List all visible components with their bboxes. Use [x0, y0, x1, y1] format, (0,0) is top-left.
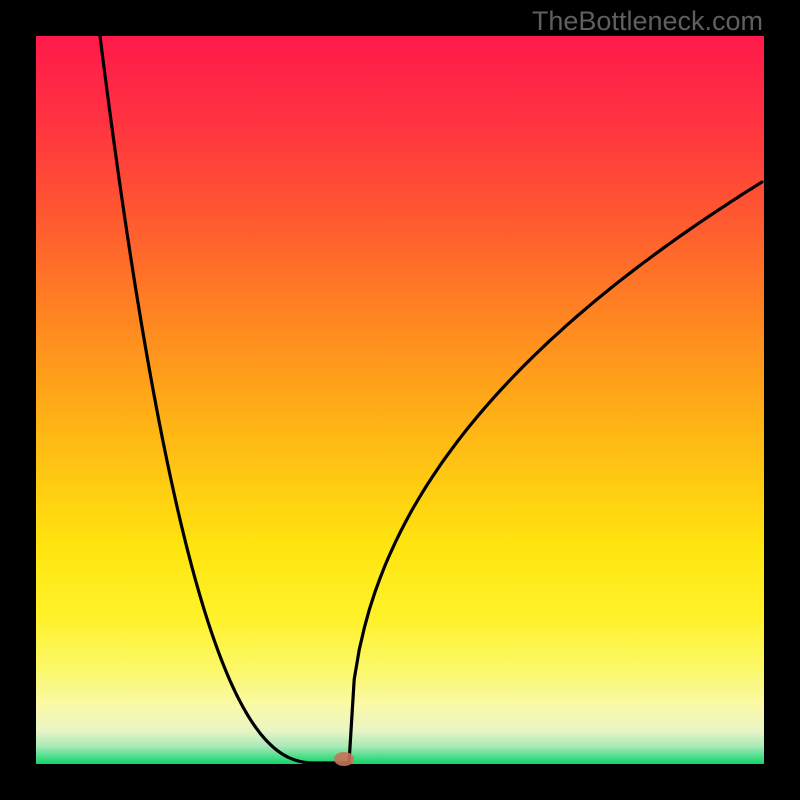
chart-frame: TheBottleneck.com [0, 0, 800, 800]
plot-area [36, 36, 764, 764]
watermark-text: TheBottleneck.com [532, 6, 763, 37]
